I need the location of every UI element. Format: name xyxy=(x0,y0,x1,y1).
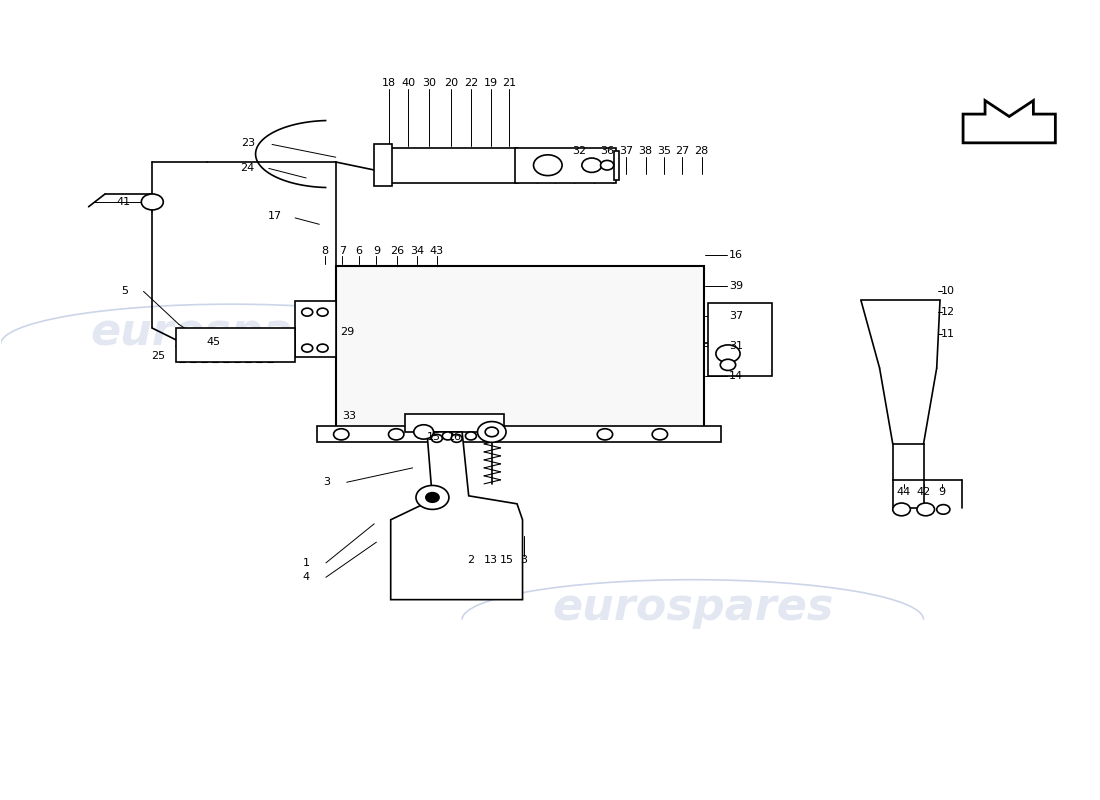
Text: 40: 40 xyxy=(402,78,416,88)
Circle shape xyxy=(388,429,404,440)
Circle shape xyxy=(480,425,499,439)
Text: 9: 9 xyxy=(373,246,380,256)
Text: 14: 14 xyxy=(729,371,744,381)
Text: 12: 12 xyxy=(940,307,955,317)
Text: eurospares: eurospares xyxy=(552,586,834,629)
Text: 32: 32 xyxy=(573,146,586,156)
Text: 6: 6 xyxy=(355,246,362,256)
Text: 29: 29 xyxy=(340,327,354,337)
Circle shape xyxy=(431,434,442,442)
Text: 38: 38 xyxy=(638,146,652,156)
Bar xyxy=(614,151,619,179)
Text: 17: 17 xyxy=(268,211,283,222)
Circle shape xyxy=(937,505,950,514)
Text: 24: 24 xyxy=(240,163,254,174)
Text: 25: 25 xyxy=(151,351,165,361)
Text: 42: 42 xyxy=(916,487,931,497)
Circle shape xyxy=(534,155,562,175)
Text: 9: 9 xyxy=(938,487,946,497)
Text: 30: 30 xyxy=(422,78,437,88)
Text: 26: 26 xyxy=(390,246,405,256)
Circle shape xyxy=(451,434,462,442)
Text: 1: 1 xyxy=(302,558,309,568)
Text: 11: 11 xyxy=(940,329,955,338)
Circle shape xyxy=(601,161,614,170)
Text: 41: 41 xyxy=(117,197,131,207)
Circle shape xyxy=(317,308,328,316)
Polygon shape xyxy=(390,432,522,600)
Circle shape xyxy=(301,308,312,316)
Bar xyxy=(388,148,518,182)
Text: 18: 18 xyxy=(382,78,396,88)
Bar xyxy=(405,414,504,432)
Circle shape xyxy=(477,422,506,442)
Circle shape xyxy=(416,486,449,510)
Text: 39: 39 xyxy=(729,281,744,290)
Text: 31: 31 xyxy=(729,342,744,351)
Text: 23: 23 xyxy=(241,138,255,148)
Text: 37: 37 xyxy=(729,311,744,321)
Bar xyxy=(176,328,295,362)
Bar xyxy=(708,302,772,376)
Text: 8: 8 xyxy=(321,246,328,256)
Text: 15: 15 xyxy=(427,432,440,442)
Text: 3: 3 xyxy=(520,554,527,565)
Text: 13: 13 xyxy=(484,554,497,565)
Text: 34: 34 xyxy=(410,246,425,256)
Circle shape xyxy=(652,429,668,440)
Text: 21: 21 xyxy=(503,78,516,88)
Bar xyxy=(317,426,722,442)
Text: eurospares: eurospares xyxy=(90,310,372,354)
Bar xyxy=(374,145,392,186)
Circle shape xyxy=(716,345,740,362)
Text: 35: 35 xyxy=(658,146,671,156)
Polygon shape xyxy=(964,101,1055,143)
Circle shape xyxy=(414,425,433,439)
Circle shape xyxy=(917,503,935,516)
Text: 28: 28 xyxy=(694,146,708,156)
Bar xyxy=(515,148,616,182)
Text: 44: 44 xyxy=(896,487,911,497)
Text: 45: 45 xyxy=(207,337,221,346)
Text: 10: 10 xyxy=(940,286,955,295)
Text: 19: 19 xyxy=(484,78,497,88)
Text: 36: 36 xyxy=(601,146,614,156)
Circle shape xyxy=(893,503,911,516)
Text: 4: 4 xyxy=(302,572,310,582)
Text: 20: 20 xyxy=(444,78,459,88)
Circle shape xyxy=(720,359,736,370)
Text: 7: 7 xyxy=(339,246,345,256)
Circle shape xyxy=(442,432,453,440)
Bar xyxy=(295,301,336,357)
Text: 27: 27 xyxy=(674,146,689,156)
Text: 5: 5 xyxy=(121,286,129,296)
Text: 3: 3 xyxy=(323,478,330,487)
Text: 16: 16 xyxy=(729,250,744,260)
Circle shape xyxy=(485,427,498,437)
Text: 15: 15 xyxy=(500,554,514,565)
Circle shape xyxy=(301,344,312,352)
Bar xyxy=(336,266,704,428)
Circle shape xyxy=(333,429,349,440)
Text: 22: 22 xyxy=(464,78,478,88)
Circle shape xyxy=(597,429,613,440)
Circle shape xyxy=(317,344,328,352)
Circle shape xyxy=(582,158,602,172)
Text: 2: 2 xyxy=(468,554,474,565)
Circle shape xyxy=(465,432,476,440)
Text: 43: 43 xyxy=(430,246,444,256)
Circle shape xyxy=(426,493,439,502)
Text: 16: 16 xyxy=(448,432,461,442)
Text: 37: 37 xyxy=(618,146,632,156)
Text: 33: 33 xyxy=(342,411,356,421)
Circle shape xyxy=(141,194,163,210)
